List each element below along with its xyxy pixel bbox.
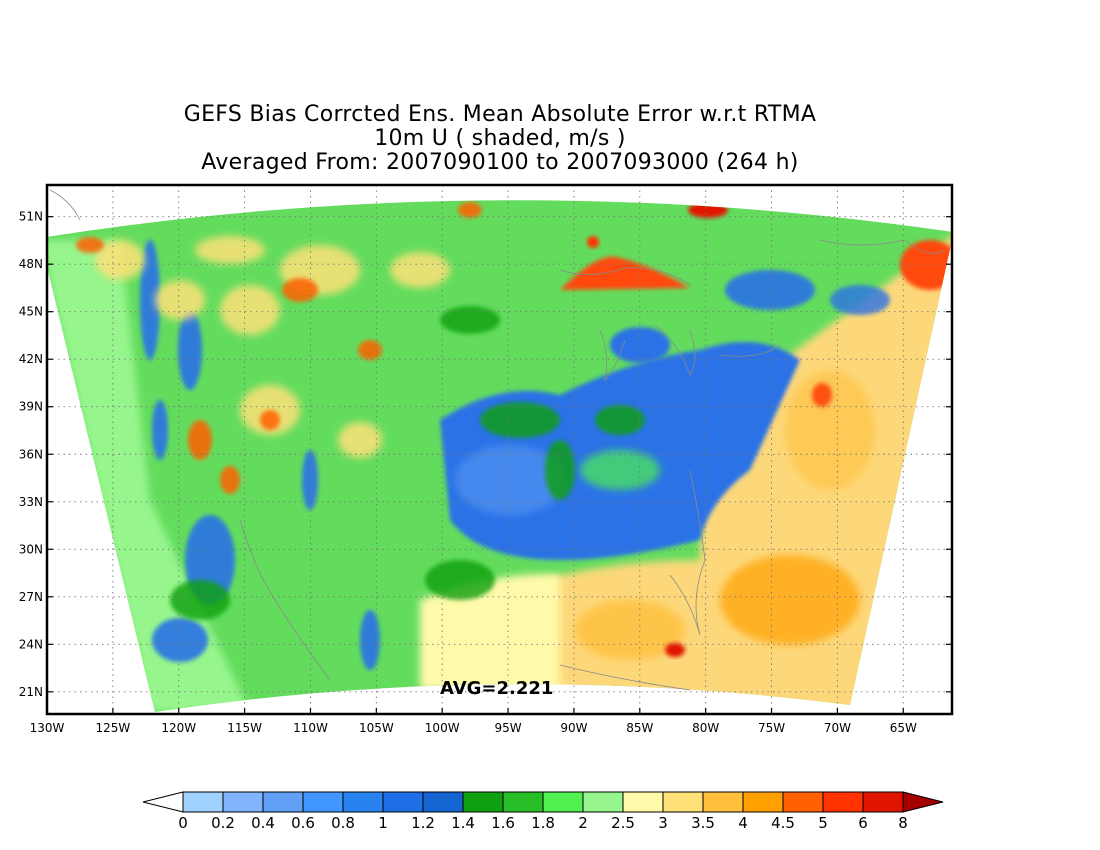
latitude-labels: 51N 48N 45N 42N 39N 36N 33N 30N 27N 24N 21N xyxy=(19,210,952,699)
lon-label: 70W xyxy=(824,721,851,735)
lat-label: 45N xyxy=(19,305,43,319)
colorbar-label: 3.5 xyxy=(691,814,715,832)
colorbar-label: 2 xyxy=(578,814,588,832)
colorbar-box xyxy=(862,791,904,813)
lon-label: 65W xyxy=(890,721,917,735)
colorbar-box xyxy=(702,791,744,813)
colorbar-box xyxy=(422,791,464,813)
lon-label: 110W xyxy=(293,721,328,735)
lat-label: 42N xyxy=(19,352,43,366)
error-shading xyxy=(47,202,952,712)
colorbar-box xyxy=(662,791,704,813)
lat-label: 30N xyxy=(19,542,43,556)
coastlines xyxy=(49,189,946,691)
colorbar-label: 0.6 xyxy=(291,814,315,832)
lon-label: 75W xyxy=(758,721,785,735)
colorbar-box xyxy=(822,791,864,813)
lon-label: 120W xyxy=(161,721,196,735)
colorbar-box xyxy=(262,791,304,813)
average-label: AVG=2.221 xyxy=(440,678,553,699)
colorbar-labels: 0 0.2 0.4 0.6 0.8 1 1.2 1.4 1.6 1.8 2 2.5 3 3.5 4 4.5 5 6… xyxy=(178,814,908,832)
colorbar-label: 5 xyxy=(818,814,828,832)
colorbar-label: 1.8 xyxy=(531,814,555,832)
colorbar-box xyxy=(542,791,584,813)
lat-label: 21N xyxy=(19,685,43,699)
lat-label: 51N xyxy=(19,210,43,224)
colorbar-label: 1.2 xyxy=(411,814,435,832)
colorbar-label: 1 xyxy=(378,814,388,832)
lat-label: 33N xyxy=(19,495,43,509)
colorbar-label: 0.4 xyxy=(251,814,275,832)
colorbar-label: 2.5 xyxy=(611,814,635,832)
colorbar xyxy=(142,791,944,813)
colorbar-label: 1.6 xyxy=(491,814,515,832)
colorbar-box xyxy=(342,791,384,813)
colorbar-box xyxy=(182,791,224,813)
longitude-labels: 130W 125W 120W 115W 110W 105W 100W 95W 90W 85W 80W… xyxy=(30,708,917,735)
colorbar-box xyxy=(742,791,784,813)
lat-label: 24N xyxy=(19,637,43,651)
lon-label: 130W xyxy=(30,721,65,735)
colorbar-label: 1.4 xyxy=(451,814,475,832)
colorbar-label: 4 xyxy=(738,814,748,832)
lat-label: 36N xyxy=(19,447,43,461)
colorbar-box xyxy=(502,791,544,813)
lon-label: 80W xyxy=(692,721,719,735)
colorbar-label: 3 xyxy=(658,814,668,832)
lon-label: 100W xyxy=(425,721,460,735)
colorbar-arrow-high xyxy=(902,791,944,813)
title-line-2: 10m U ( shaded, m/s ) xyxy=(374,126,626,151)
lat-label: 48N xyxy=(19,257,43,271)
colorbar-label: 4.5 xyxy=(771,814,795,832)
title-line-3: Averaged From: 2007090100 to 2007093000 … xyxy=(201,150,799,175)
colorbar-label: 8 xyxy=(898,814,908,832)
colorbar-box xyxy=(382,791,424,813)
colorbar-box xyxy=(462,791,504,813)
lon-label: 125W xyxy=(95,721,130,735)
colorbar-label: 0.2 xyxy=(211,814,235,832)
colorbar-label: 0.8 xyxy=(331,814,355,832)
colorbar-box xyxy=(222,791,264,813)
lon-label: 85W xyxy=(626,721,653,735)
colorbar-box xyxy=(782,791,824,813)
analysis-domain xyxy=(47,200,952,712)
colorbar-box xyxy=(302,791,344,813)
colorbar-box xyxy=(582,791,624,813)
lon-label: 115W xyxy=(227,721,262,735)
colorbar-label: 6 xyxy=(858,814,868,832)
lat-label: 27N xyxy=(19,590,43,604)
title-line-1: GEFS Bias Corrcted Ens. Mean Absolute Er… xyxy=(183,102,817,127)
colorbar-box xyxy=(622,791,664,813)
lat-label: 39N xyxy=(19,400,43,414)
lat-lon-grid xyxy=(47,185,952,714)
lon-label: 105W xyxy=(359,721,394,735)
lon-label: 90W xyxy=(560,721,587,735)
colorbar-arrow-low xyxy=(142,791,184,813)
lon-label: 95W xyxy=(494,721,521,735)
colorbar-label: 0 xyxy=(178,814,188,832)
plot-frame xyxy=(45,183,954,716)
map-area xyxy=(47,200,952,712)
